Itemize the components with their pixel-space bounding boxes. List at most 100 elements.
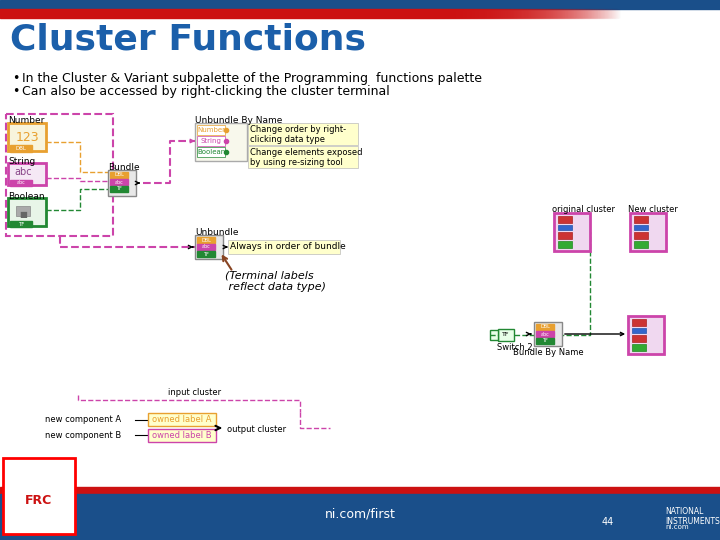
Text: original cluster: original cluster — [552, 205, 615, 214]
Bar — [520, 9, 521, 18]
Bar — [435, 9, 436, 18]
Bar — [636, 9, 637, 18]
Bar — [704, 9, 705, 18]
Bar — [486, 9, 487, 18]
Bar — [537, 9, 538, 18]
Bar — [434, 9, 435, 18]
Bar — [665, 9, 666, 18]
Text: ■: ■ — [19, 211, 27, 219]
Bar — [627, 9, 628, 18]
Bar — [574, 9, 575, 18]
Bar — [197, 125, 225, 135]
Bar — [437, 9, 438, 18]
Text: abc: abc — [114, 179, 123, 185]
Bar — [559, 9, 560, 18]
Bar — [700, 9, 701, 18]
Text: Change order by right-
clicking data type: Change order by right- clicking data typ… — [250, 125, 346, 144]
Bar — [660, 9, 661, 18]
Bar — [546, 9, 547, 18]
Bar — [618, 9, 619, 18]
Bar — [639, 9, 640, 18]
Bar — [464, 9, 465, 18]
Text: Boolean: Boolean — [197, 149, 225, 155]
Bar — [528, 9, 529, 18]
Bar — [688, 9, 689, 18]
Bar — [699, 9, 700, 18]
Bar — [713, 9, 714, 18]
Text: TF: TF — [503, 333, 510, 338]
Bar — [197, 251, 215, 257]
Bar — [669, 9, 670, 18]
Bar — [616, 9, 617, 18]
Bar — [555, 9, 556, 18]
Bar — [572, 9, 573, 18]
Bar — [531, 9, 532, 18]
Bar — [473, 9, 474, 18]
Text: Can also be accessed by right-clicking the cluster terminal: Can also be accessed by right-clicking t… — [22, 85, 390, 98]
Bar — [702, 9, 703, 18]
Bar — [452, 9, 453, 18]
Bar — [650, 9, 651, 18]
Bar — [596, 9, 597, 18]
Bar — [513, 9, 514, 18]
Bar — [510, 9, 511, 18]
Bar — [445, 9, 446, 18]
Bar — [195, 235, 223, 259]
Bar — [620, 9, 621, 18]
Bar — [625, 9, 626, 18]
Bar — [553, 9, 554, 18]
Bar — [560, 9, 561, 18]
Bar — [695, 9, 696, 18]
Bar — [646, 9, 647, 18]
Bar — [617, 9, 618, 18]
Bar — [530, 9, 531, 18]
Bar — [497, 9, 498, 18]
Bar — [649, 9, 650, 18]
Bar — [707, 9, 708, 18]
Bar — [422, 9, 423, 18]
Bar — [567, 9, 568, 18]
Bar — [630, 213, 666, 251]
Bar — [632, 319, 646, 326]
Bar — [632, 9, 633, 18]
Bar — [535, 9, 536, 18]
Bar — [534, 9, 535, 18]
Bar — [630, 9, 631, 18]
Bar — [588, 9, 589, 18]
Text: ni.com/first: ni.com/first — [325, 508, 395, 521]
Bar — [468, 9, 469, 18]
Text: new component B: new component B — [45, 430, 121, 440]
Text: Always in order of bundle: Always in order of bundle — [230, 242, 346, 251]
Bar — [568, 9, 569, 18]
Bar — [561, 9, 562, 18]
Bar — [681, 9, 682, 18]
Bar — [512, 9, 513, 18]
Bar — [424, 9, 425, 18]
Bar — [558, 225, 572, 230]
Bar — [511, 9, 512, 18]
Bar — [432, 9, 433, 18]
Bar — [696, 9, 697, 18]
Bar — [441, 9, 442, 18]
Bar — [673, 9, 674, 18]
Bar — [577, 9, 578, 18]
Text: ni.com: ni.com — [665, 524, 688, 530]
Bar — [604, 9, 605, 18]
Bar — [0, 487, 720, 494]
Bar — [613, 9, 614, 18]
Text: Number: Number — [8, 116, 45, 125]
Bar — [644, 9, 645, 18]
Bar — [10, 221, 32, 227]
Text: abc: abc — [541, 332, 549, 336]
Bar — [643, 9, 644, 18]
Bar — [590, 9, 591, 18]
Text: Bundle By Name: Bundle By Name — [513, 348, 583, 357]
Bar — [566, 9, 567, 18]
Bar — [712, 9, 713, 18]
Bar — [421, 9, 422, 18]
Bar — [571, 9, 572, 18]
Bar — [602, 9, 603, 18]
Bar — [674, 9, 675, 18]
Bar — [536, 9, 537, 18]
Bar — [607, 9, 608, 18]
